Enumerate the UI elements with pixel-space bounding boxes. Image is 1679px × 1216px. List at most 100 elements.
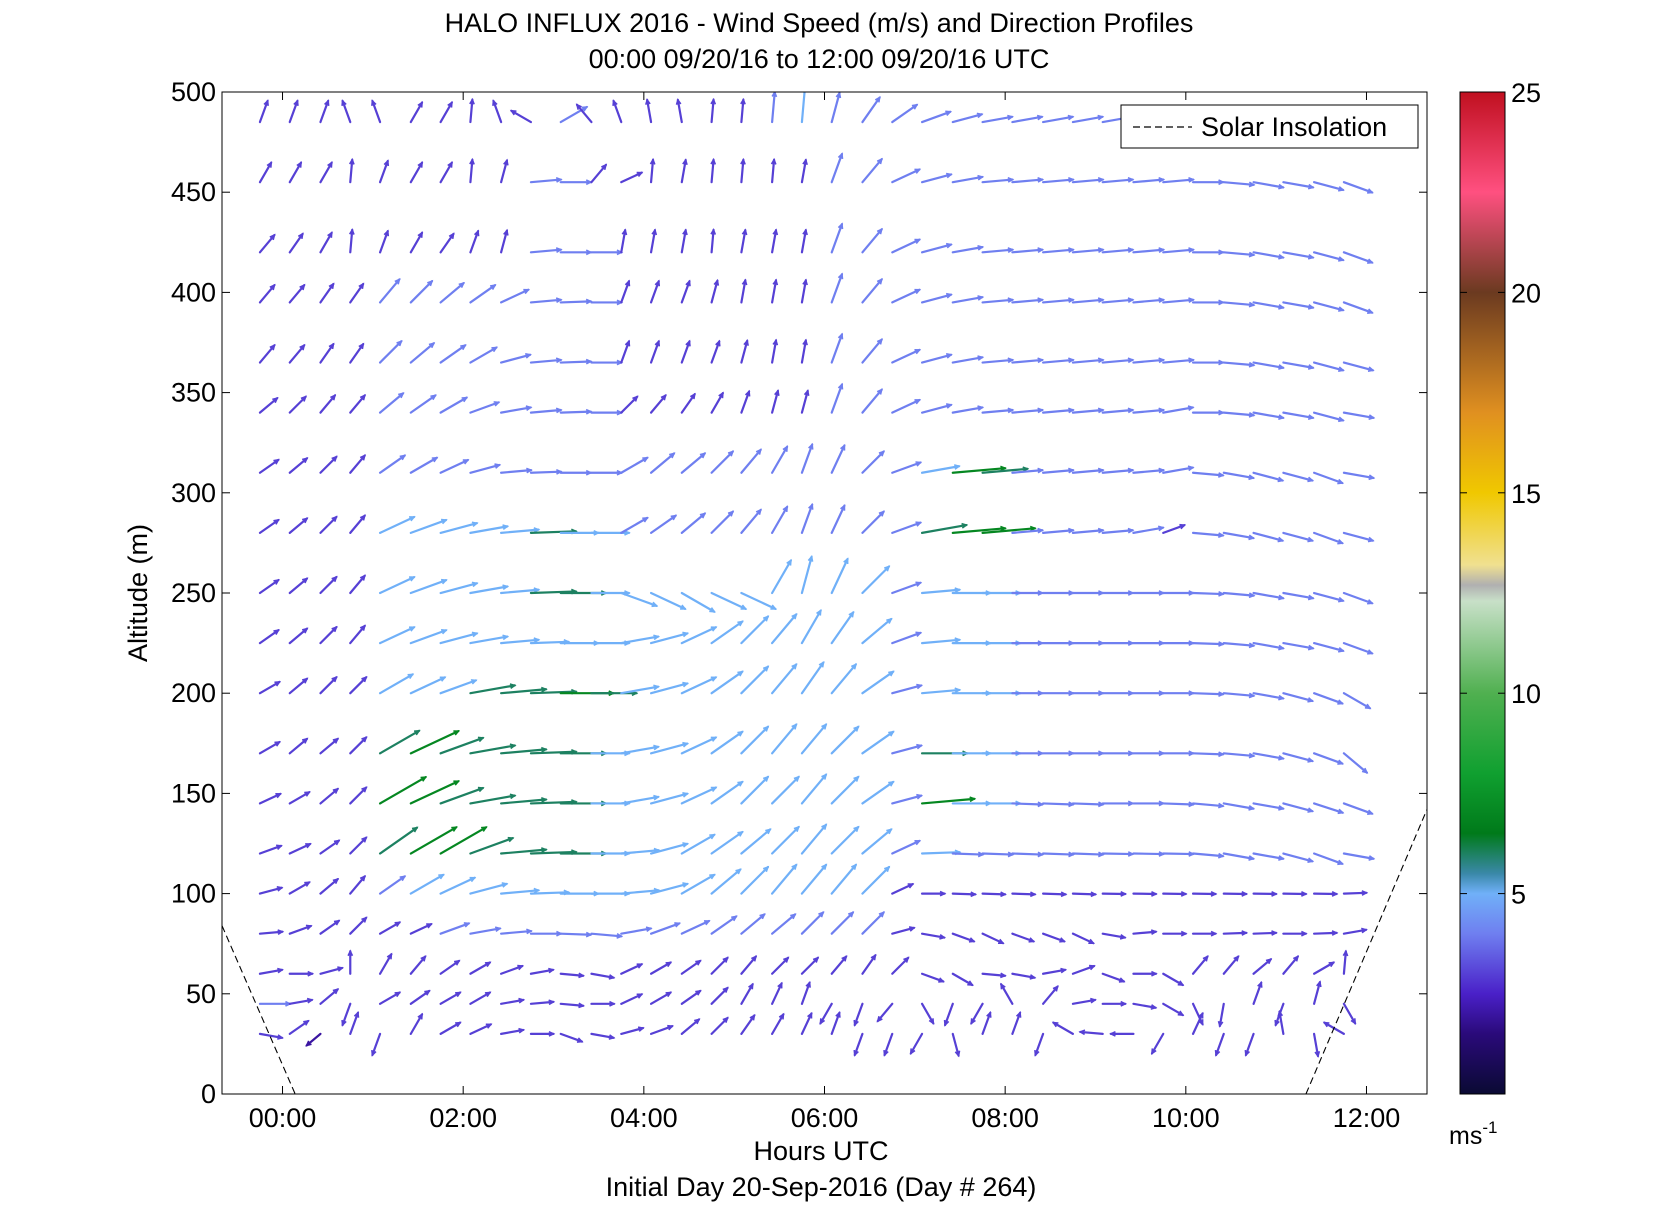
wind-vector-head [1331, 891, 1339, 897]
wind-vector-head [501, 882, 509, 888]
wind-vector-head [1068, 297, 1075, 304]
wind-vector-head [954, 1050, 961, 1058]
wind-vector-head [907, 883, 915, 889]
wind-vector [1312, 1032, 1320, 1058]
wind-vector [680, 786, 717, 805]
wind-vector [620, 395, 639, 414]
wind-vector [529, 408, 562, 414]
wind-vector [710, 158, 715, 184]
wind-vector [439, 632, 478, 645]
wind-vector-head [695, 959, 702, 966]
wind-vector-head [1278, 644, 1285, 651]
wind-vector [1191, 531, 1225, 537]
wind-vector [800, 389, 809, 414]
wind-vector-head [555, 177, 563, 183]
wind-vector-head [272, 396, 279, 404]
wind-vector-head [883, 1049, 889, 1057]
wind-vector [378, 576, 416, 595]
wind-vector-head [703, 920, 711, 926]
wind-vector [409, 873, 445, 895]
wind-vector [771, 723, 798, 755]
wind-vector [920, 638, 961, 645]
wind-vector-head [548, 967, 555, 974]
wind-vector [909, 1032, 924, 1055]
wind-vector [800, 92, 806, 124]
wind-vector-head [1036, 114, 1044, 121]
wind-vector-head [303, 1019, 310, 1026]
wind-vector-head [361, 675, 368, 683]
wind-vector [710, 340, 721, 364]
wind-vector [710, 450, 734, 474]
wind-vector [500, 688, 548, 695]
wind-vector [1162, 466, 1194, 474]
wind-vector-head [276, 886, 284, 892]
wind-vector-head [1118, 977, 1126, 983]
wind-vector [590, 1032, 615, 1039]
wind-vector [529, 750, 578, 755]
wind-vector [680, 452, 706, 474]
wind-vector-head [1338, 306, 1345, 312]
wind-vector-head [977, 405, 985, 412]
wind-vector [1162, 406, 1194, 414]
wind-vector-head [1000, 525, 1007, 532]
wind-vector-head [621, 228, 628, 236]
wind-vector-head [1248, 642, 1256, 649]
wind-vector-head [802, 338, 808, 346]
wind-vector-head [632, 395, 639, 402]
wind-vector-head [493, 401, 501, 407]
wind-vector-head [977, 244, 985, 251]
wind-vector-head [772, 338, 779, 346]
wind-vector [439, 101, 453, 124]
wind-vector-head [908, 926, 916, 932]
wind-vector [469, 525, 509, 534]
wind-vector [620, 1026, 645, 1035]
wind-vector-head [301, 577, 309, 584]
wind-vector [1342, 752, 1368, 774]
wind-vector-head [1000, 891, 1007, 898]
wind-vector [500, 848, 548, 855]
wind-vector [951, 892, 977, 896]
wind-vector-head [1241, 930, 1249, 936]
wind-vector [861, 954, 877, 975]
wind-vector-head [786, 558, 792, 566]
wind-vector [800, 339, 807, 364]
wind-vector-head [675, 98, 682, 105]
wind-vector-head [1000, 982, 1006, 990]
wind-vector-head [1307, 304, 1315, 310]
wind-vector-head [915, 521, 923, 527]
wind-vector-head [481, 826, 488, 832]
wind-vector [620, 456, 649, 474]
wind-vector [1191, 1002, 1204, 1026]
wind-vector-head [578, 972, 585, 979]
wind-vector [771, 913, 797, 935]
wind-vector [981, 1011, 992, 1035]
wind-vector [1342, 251, 1374, 264]
wind-vector-head [645, 926, 653, 933]
wind-vector-head [967, 980, 974, 986]
wind-vector [1342, 641, 1374, 655]
wind-vector [680, 1018, 701, 1035]
wind-vector [883, 1032, 894, 1057]
wind-vector [1312, 852, 1344, 865]
wind-vector-head [737, 780, 744, 787]
wind-vector-head [1109, 1030, 1116, 1037]
wind-vector [288, 161, 303, 184]
wind-vector [1342, 361, 1374, 372]
wind-vector-head [667, 1024, 674, 1031]
wind-vector [740, 665, 770, 695]
wind-vector-head [1338, 596, 1345, 603]
wind-vector-head [876, 227, 883, 235]
wind-vector-head [1097, 247, 1105, 253]
wind-vector-head [341, 1019, 347, 1027]
wind-vector [288, 737, 309, 755]
wind-vector [378, 278, 401, 304]
wind-vector [680, 959, 702, 975]
wind-vector [439, 1021, 462, 1035]
wind-vector [740, 390, 751, 414]
wind-vector [1000, 983, 1014, 1005]
wind-vector [1071, 115, 1104, 124]
wind-vector-head [330, 393, 337, 401]
wind-vector-head [601, 163, 608, 170]
wind-vector-head [997, 938, 1005, 945]
wind-vector [258, 886, 283, 895]
